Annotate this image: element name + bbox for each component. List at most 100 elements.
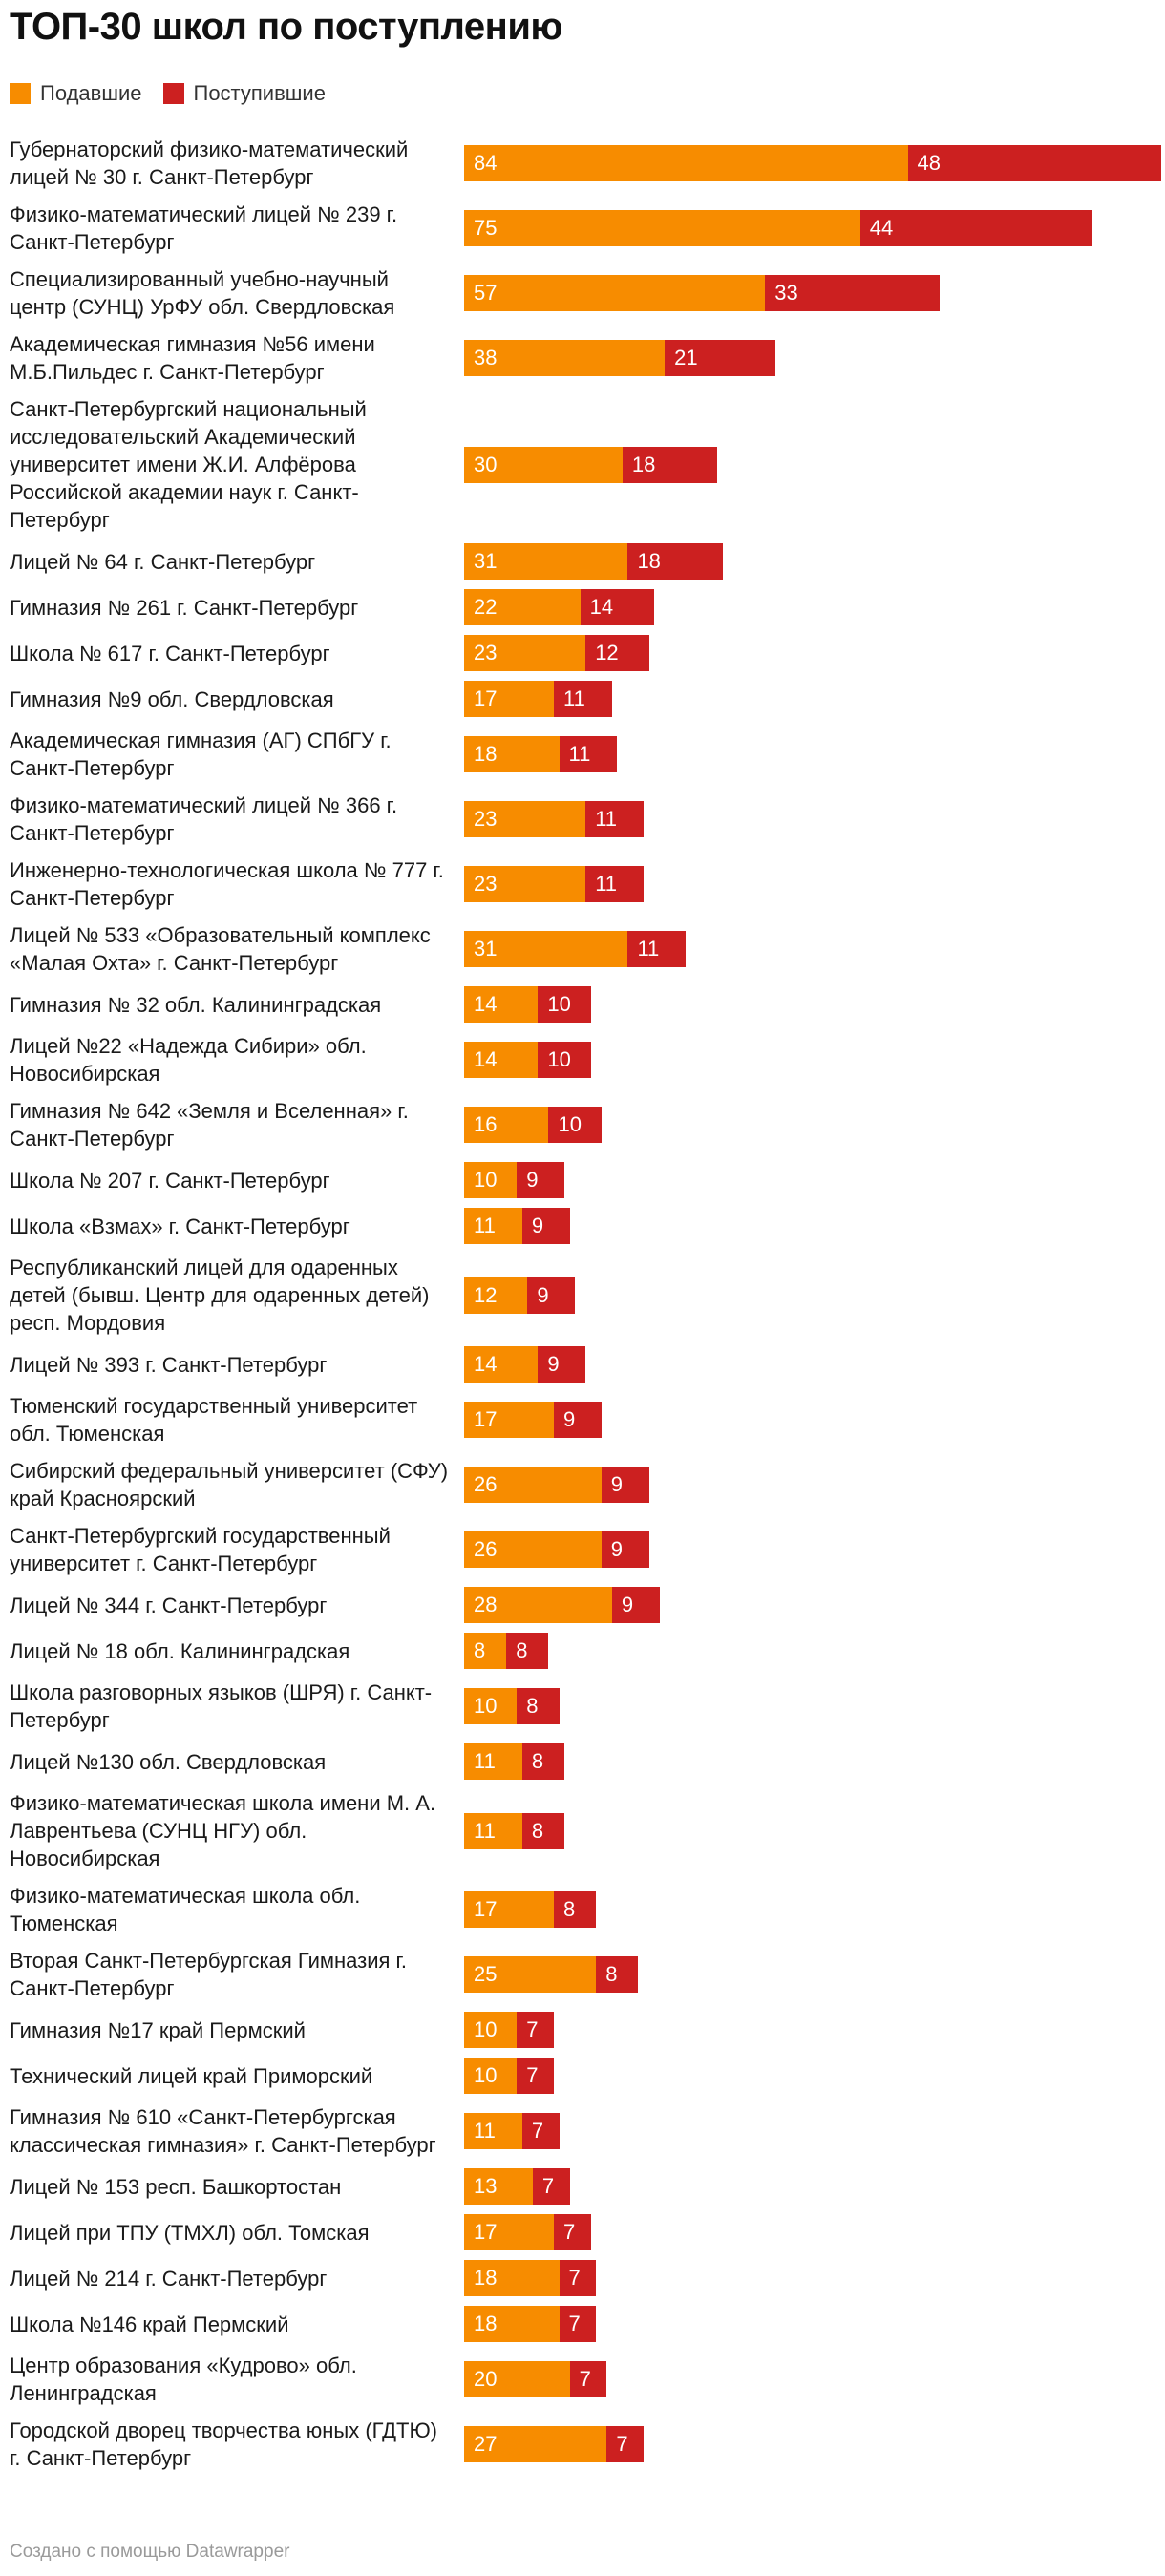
- chart-row: Физико-математический лицей № 239 г. Сан…: [0, 201, 1165, 256]
- value-label-admitted: 10: [547, 992, 571, 1016]
- chart-row: Лицей № 214 г. Санкт-Петербург 18 7: [0, 2260, 1165, 2296]
- value-label-applied: 27: [474, 2432, 498, 2456]
- value-label-applied: 84: [474, 151, 498, 175]
- chart-row: Городской дворец творчества юных (ГДТЮ) …: [0, 2417, 1165, 2472]
- chart-row: Лицей № 393 г. Санкт-Петербург 14 9: [0, 1346, 1165, 1383]
- value-label-admitted: 9: [621, 1593, 634, 1616]
- value-label-admitted: 7: [579, 2367, 591, 2391]
- chart-row: Лицей № 64 г. Санкт-Петербург 31 18: [0, 543, 1165, 580]
- category-label: Академическая гимназия (АГ) СПбГУ г. Сан…: [10, 728, 392, 780]
- bar-admitted: 7: [554, 2214, 591, 2250]
- value-label-admitted: 11: [563, 686, 585, 710]
- value-label-applied: 17: [474, 1407, 498, 1431]
- bar-applied: 84: [464, 145, 908, 181]
- value-label-applied: 11: [474, 1749, 496, 1773]
- bar-applied: 17: [464, 2214, 554, 2250]
- bar-applied: 23: [464, 801, 586, 837]
- chart-title: ТОП-30 школ по поступлению: [10, 6, 563, 48]
- category-label: Школа №146 край Пермский: [10, 2312, 289, 2336]
- category-label: Лицей № 393 г. Санкт-Петербург: [10, 1352, 328, 1377]
- bar-admitted: 8: [521, 1812, 565, 1849]
- value-label-admitted: 48: [917, 151, 942, 175]
- legend: Подавшие Поступившие: [10, 80, 347, 107]
- bar-applied: 57: [464, 275, 766, 311]
- value-label-admitted: 9: [526, 1168, 539, 1192]
- value-label-admitted: 8: [516, 1638, 528, 1662]
- value-label-applied: 26: [474, 1472, 498, 1496]
- chart-row: Сибирский федеральный университет (СФУ) …: [0, 1457, 1165, 1512]
- value-label-admitted: 7: [531, 2119, 544, 2143]
- value-label-applied: 75: [474, 216, 498, 240]
- bar-applied: 38: [464, 340, 666, 376]
- category-label: Школа № 617 г. Санкт-Петербург: [10, 641, 330, 665]
- value-label-admitted: 8: [563, 1897, 576, 1921]
- category-label: Лицей № 533 «Образовательный комплекс «М…: [10, 923, 431, 975]
- value-label-applied: 23: [474, 807, 498, 831]
- bar-applied: 31: [464, 931, 628, 967]
- chart-row: Лицей №130 обл. Свердловская 11 8: [0, 1743, 1165, 1780]
- bar-admitted: 8: [517, 1688, 560, 1724]
- legend-swatch-applied: [10, 83, 31, 104]
- bar-applied: 17: [464, 1402, 554, 1438]
- category-label: Лицей № 344 г. Санкт-Петербург: [10, 1593, 328, 1617]
- bar-applied: 27: [464, 2426, 607, 2462]
- bar-applied: 8: [464, 1633, 507, 1669]
- category-label: Лицей при ТПУ (ТМХЛ) обл. Томская: [10, 2220, 370, 2245]
- chart-row: Гимназия №17 край Пермский 10 7: [0, 2012, 1165, 2048]
- category-label: Губернаторский физико-математический лиц…: [10, 137, 409, 189]
- bar-admitted: 7: [606, 2426, 645, 2462]
- value-label-applied: 17: [474, 686, 498, 710]
- category-label: Сибирский федеральный университет (СФУ) …: [10, 1459, 449, 1510]
- value-label-applied: 17: [474, 1897, 498, 1921]
- chart-row: Гимназия № 32 обл. Калининградская 14 10: [0, 986, 1165, 1023]
- value-label-admitted: 33: [774, 281, 798, 305]
- bar-admitted: 11: [554, 681, 612, 717]
- value-label-applied: 23: [474, 872, 498, 896]
- chart-row: Санкт-Петербургский государственный унив…: [0, 1522, 1165, 1577]
- bar-admitted: 7: [559, 2306, 597, 2342]
- chart-row: Тюменский государственный университет об…: [0, 1392, 1165, 1447]
- chart-row: Гимназия № 642 «Земля и Вселенная» г. Са…: [0, 1097, 1165, 1152]
- value-label-applied: 18: [474, 2312, 498, 2335]
- bar-applied: 18: [464, 736, 560, 772]
- chart-row: Физико-математическая школа имени М. А. …: [0, 1789, 1165, 1872]
- value-label-applied: 38: [474, 346, 498, 370]
- bar-admitted: 7: [517, 2058, 554, 2094]
- bar-applied: 14: [464, 1042, 539, 1078]
- bar-applied: 10: [464, 1688, 518, 1724]
- category-label: Физико-математическая школа имени М. А. …: [10, 1791, 436, 1870]
- value-label-applied: 10: [474, 1694, 498, 1718]
- bar-admitted: 10: [538, 1042, 591, 1078]
- value-label-admitted: 44: [869, 216, 894, 240]
- value-label-applied: 10: [474, 2017, 498, 2041]
- value-label-admitted: 7: [541, 2174, 555, 2198]
- value-label-applied: 13: [474, 2174, 498, 2198]
- bar-applied: 22: [464, 589, 581, 625]
- category-label: Лицей № 153 респ. Башкортостан: [10, 2174, 342, 2199]
- chart-row: Инженерно-технологическая школа № 777 г.…: [0, 856, 1165, 912]
- category-label: Вторая Санкт-Петербургская Гимназия г. С…: [10, 1949, 408, 2000]
- chart-row: Губернаторский физико-математический лиц…: [0, 136, 1165, 191]
- bar-admitted: 18: [622, 446, 718, 483]
- category-label: Тюменский государственный университет об…: [10, 1394, 418, 1446]
- bar-admitted: 9: [601, 1531, 649, 1568]
- value-label-admitted: 21: [674, 346, 698, 370]
- category-label: Лицей № 18 обл. Калининградская: [10, 1638, 350, 1663]
- value-label-applied: 25: [474, 1962, 498, 1986]
- bar-admitted: 7: [532, 2168, 570, 2205]
- bar-admitted: 14: [580, 589, 655, 625]
- bar-admitted: 44: [859, 210, 1093, 246]
- bar-applied: 25: [464, 1956, 597, 1993]
- value-label-admitted: 9: [531, 1214, 544, 1237]
- value-label-applied: 28: [474, 1593, 498, 1616]
- bar-applied: 10: [464, 2058, 518, 2094]
- chart-row: Школа №146 край Пермский 18 7: [0, 2306, 1165, 2342]
- value-label-admitted: 18: [637, 549, 661, 573]
- bar-applied: 12: [464, 1277, 528, 1314]
- bar-admitted: 21: [665, 340, 776, 376]
- bar-admitted: 11: [585, 801, 645, 837]
- bar-applied: 14: [464, 1346, 539, 1383]
- bar-applied: 14: [464, 986, 539, 1023]
- value-label-admitted: 8: [605, 1962, 618, 1986]
- value-label-admitted: 7: [526, 2063, 539, 2087]
